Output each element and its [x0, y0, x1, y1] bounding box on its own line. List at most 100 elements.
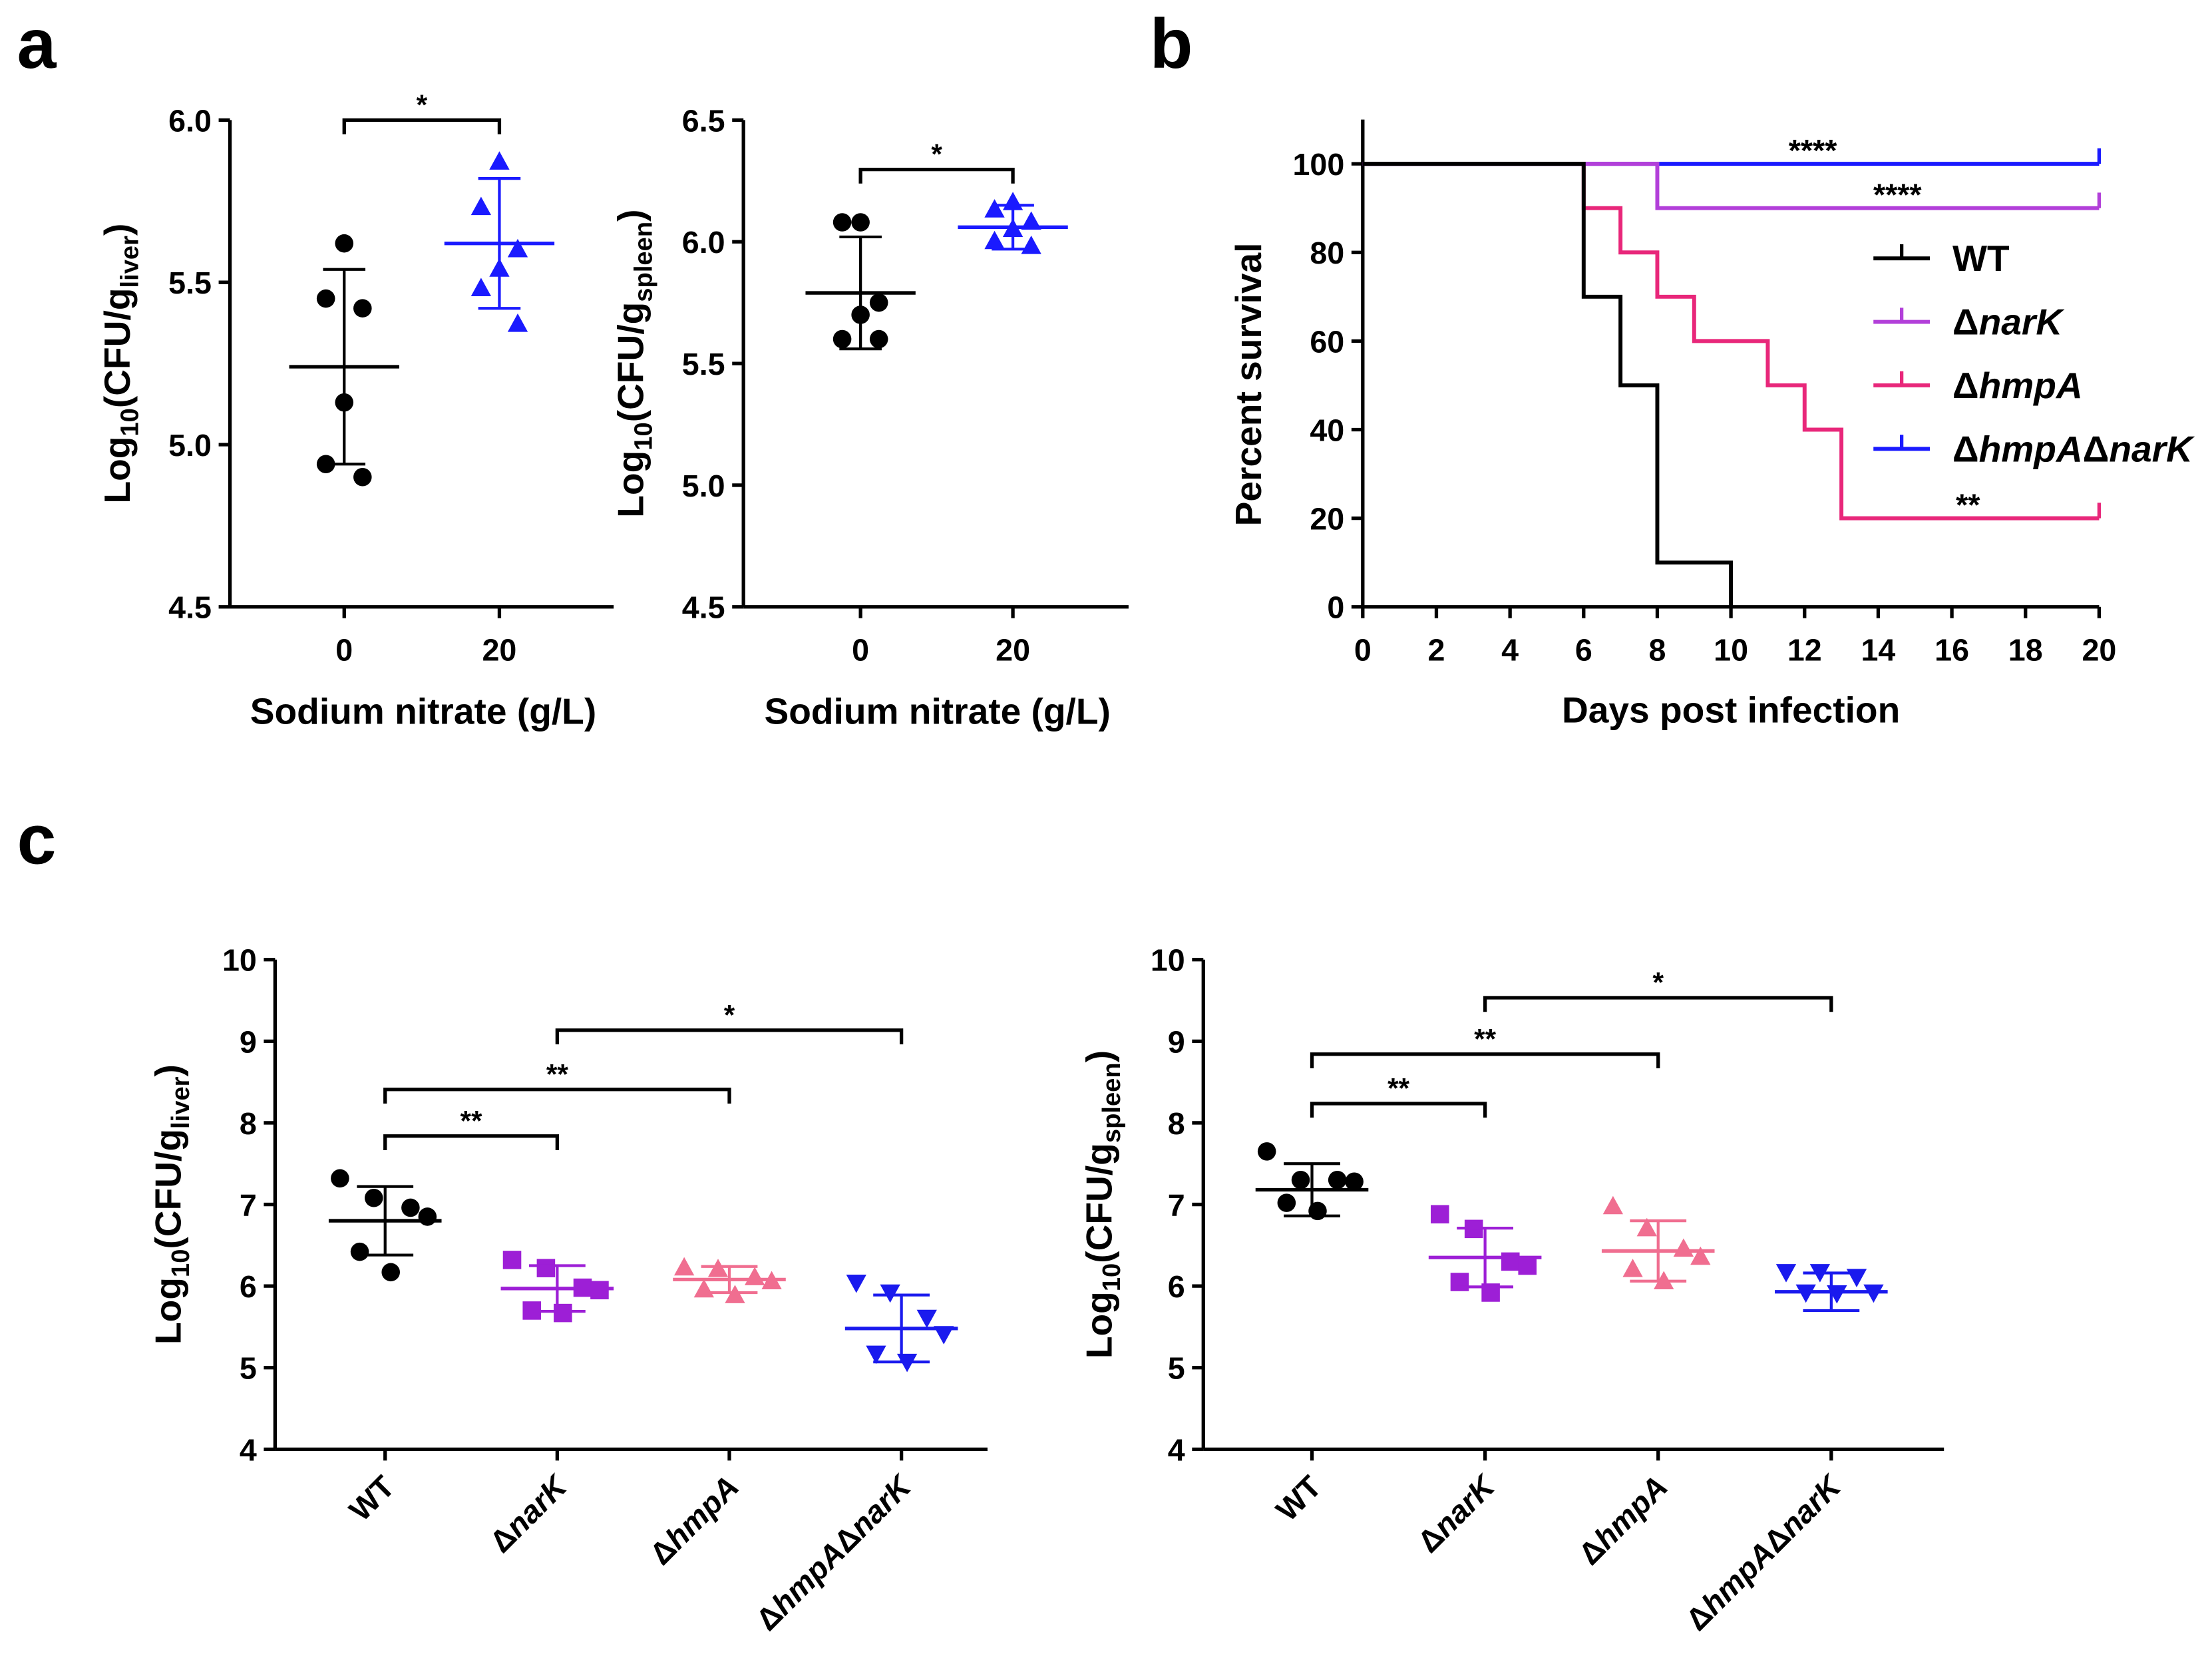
point [470, 278, 492, 296]
x-tick-label: 0 [1354, 632, 1372, 667]
point [1021, 211, 1041, 230]
point [502, 1251, 522, 1269]
y-tick-label: 7 [240, 1188, 257, 1223]
point [1775, 1264, 1797, 1283]
y-tick-label: 6.5 [682, 103, 725, 138]
point [381, 1263, 400, 1282]
point [401, 1198, 420, 1217]
point [851, 213, 870, 232]
x-tick-label: 10 [1714, 632, 1748, 667]
label-part: Δ [2083, 428, 2110, 469]
x-tick-label: ΔnarK [483, 1468, 575, 1560]
y-axis-title: Log10(CFU/gspleen) [610, 209, 658, 517]
y-tick-label: 5 [1168, 1351, 1185, 1386]
point [1690, 1246, 1711, 1265]
y-axis-title-part: liver [166, 1076, 195, 1129]
y-tick-label: 5.5 [682, 347, 725, 381]
x-axis-title: Sodium nitrate (g/L) [250, 691, 596, 732]
point [353, 299, 372, 317]
x-tick-label: ΔhmpA [643, 1469, 745, 1572]
x-tick-label: 18 [2008, 632, 2043, 667]
x-tick-label: 14 [1861, 632, 1895, 667]
y-tick-label: 100 [1292, 147, 1344, 182]
y-tick-label: 60 [1310, 324, 1344, 359]
x-tick-label: 2 [1428, 632, 1445, 667]
x-axis-title: Days post infection [1562, 690, 1900, 731]
y-tick-label: 6 [1168, 1269, 1185, 1304]
x-tick-label: 8 [1648, 632, 1666, 667]
y-tick-label: 8 [1168, 1106, 1185, 1141]
point [1328, 1170, 1347, 1189]
y-tick-label: 10 [222, 943, 257, 978]
y-axis-title-part: (CFU/g [1078, 1143, 1119, 1263]
point [673, 1257, 695, 1276]
point [316, 289, 335, 308]
y-tick-label: 5 [240, 1351, 257, 1386]
legend-label: ΔnarK [1952, 302, 2065, 343]
x-tick-label: 20 [2082, 632, 2116, 667]
x-tick-label: 12 [1787, 632, 1822, 667]
y-tick-label: 8 [240, 1106, 257, 1141]
legend-label: ΔhmpA [1952, 365, 2083, 406]
x-tick-label: 0 [852, 632, 869, 667]
survival-line [1362, 162, 1734, 607]
y-tick-label: 6 [240, 1269, 257, 1304]
x-tick-label: 6 [1575, 632, 1592, 667]
point [1431, 1205, 1449, 1224]
significance-bracket [858, 167, 1015, 184]
y-axis-title-part: (CFU/g [147, 1129, 188, 1249]
panel-label: c [17, 801, 56, 879]
x-axis-title: Sodium nitrate (g/L) [764, 691, 1110, 732]
y-tick-label: 0 [1327, 590, 1344, 625]
y-axis-title-part: Log [610, 451, 651, 518]
point [693, 1279, 714, 1298]
point [1827, 1285, 1847, 1304]
significance-label: * [1652, 967, 1664, 998]
y-tick-label: 6.0 [168, 103, 212, 138]
x-tick-label: ΔnarK [1411, 1468, 1503, 1560]
y-axis-title-part: Log [147, 1277, 188, 1345]
point [353, 467, 372, 487]
point [707, 1259, 729, 1277]
significance-bracket [1310, 1102, 1487, 1118]
significance-label: * [417, 89, 428, 120]
significance-label: ** [1474, 1023, 1496, 1054]
point [507, 314, 528, 332]
point [1345, 1172, 1364, 1191]
point [984, 199, 1005, 218]
y-axis-title-part: 10 [166, 1249, 195, 1277]
y-tick-label: 10 [1151, 943, 1185, 978]
y-axis-title: Log10(CFU/gspleen) [1078, 1050, 1126, 1359]
y-tick-label: 4.5 [682, 590, 725, 625]
x-tick-label: 20 [482, 632, 517, 667]
survival-line [1362, 162, 2100, 521]
y-tick-label: 7 [1168, 1188, 1185, 1223]
y-axis-title-part: 10 [1097, 1263, 1126, 1291]
significance-bracket [1483, 996, 1833, 1012]
x-tick-label: 4 [1501, 632, 1519, 667]
label-part: Δ [1952, 365, 1979, 406]
point [1291, 1170, 1310, 1189]
significance-bracket [555, 1028, 904, 1044]
point [846, 1275, 866, 1293]
y-axis-title-part: spleen [1097, 1062, 1126, 1143]
significance-bracket [342, 118, 502, 134]
significance-label: * [724, 999, 735, 1030]
label-part: hmpA [659, 1469, 745, 1556]
panel-label: b [1150, 5, 1193, 83]
y-tick-label: 9 [1168, 1024, 1185, 1059]
y-tick-label: 4.5 [168, 590, 212, 625]
point [470, 196, 492, 216]
significance-label: ** [546, 1058, 568, 1090]
label-part: hmpA [765, 1535, 852, 1621]
point [1277, 1193, 1296, 1212]
y-tick-label: 4 [1168, 1432, 1185, 1467]
point [1673, 1238, 1694, 1257]
y-axis-title: Log10(CFU/gliver) [147, 1064, 195, 1345]
legend-label: WT [1952, 238, 2010, 279]
point [916, 1309, 937, 1329]
point [335, 234, 354, 253]
y-axis-title-part: (CFU/g [96, 288, 138, 408]
x-tick-label: 20 [996, 632, 1030, 667]
